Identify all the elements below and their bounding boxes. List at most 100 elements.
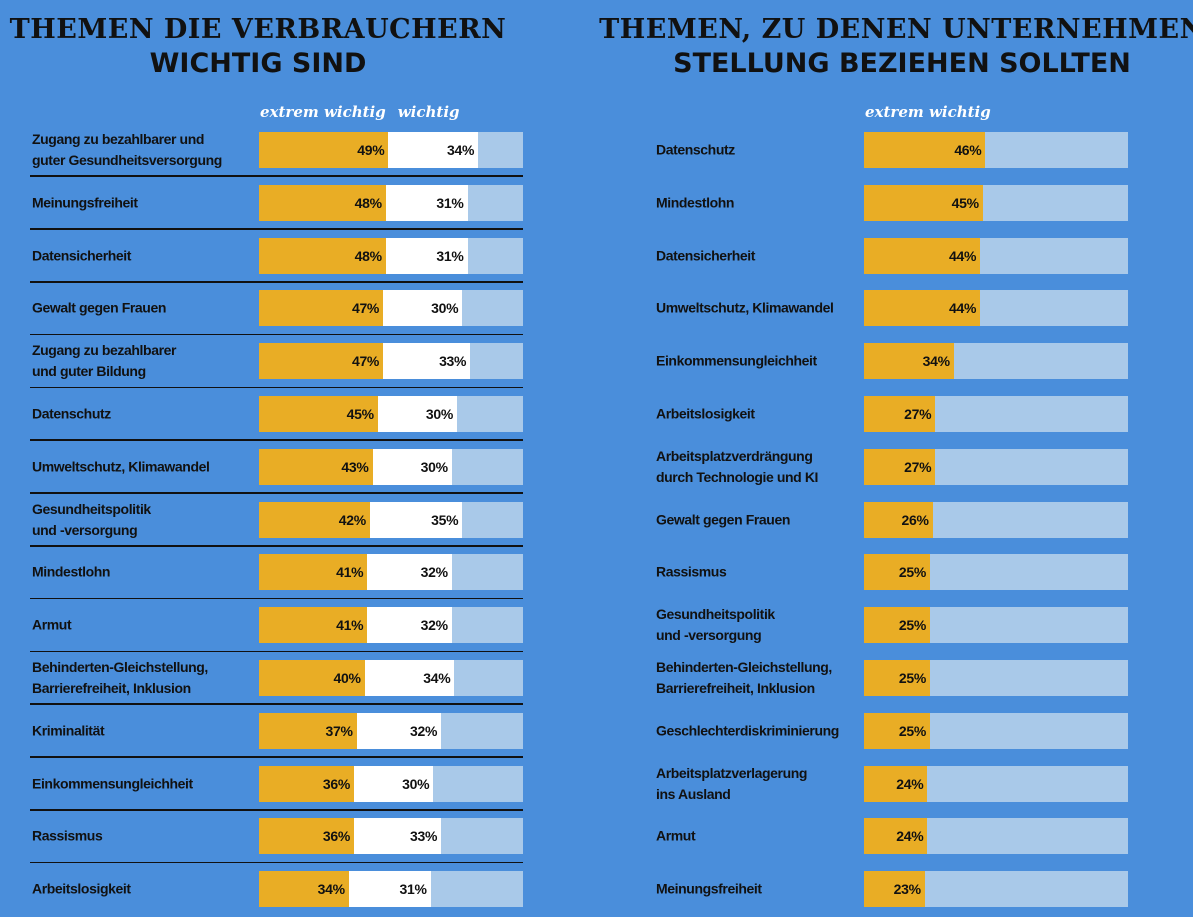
category-label: Einkommensungleichheit (32, 775, 193, 792)
bar-segment (864, 712, 930, 749)
bar-segment (259, 765, 355, 802)
row-separator (30, 597, 523, 600)
bar-segment (864, 396, 936, 432)
value-label: 30% (402, 775, 430, 792)
bar-segment (259, 396, 378, 432)
bar-segment (259, 132, 389, 168)
bar-segment (259, 818, 355, 855)
value-label: 41% (336, 617, 364, 634)
bar-segment (367, 554, 452, 591)
bar-segment (864, 448, 936, 485)
category-label: Datenschutz (656, 141, 735, 158)
value-label: 33% (439, 353, 467, 370)
category-label: Mindestlohn (32, 563, 111, 580)
category-label: Einkommensungleichheit (656, 352, 817, 369)
bar-segment (864, 765, 928, 802)
row-separator (30, 492, 523, 494)
category-label: Datensicherheit (32, 247, 132, 264)
value-label: 33% (410, 828, 438, 845)
bar-segment (259, 501, 370, 538)
value-label: 25% (898, 617, 926, 634)
row-separator (30, 228, 523, 230)
category-label: Gesundheitspolitik und -versorgung (656, 606, 775, 644)
category-label: Zugang zu bezahlbarer und guter Bildung (32, 342, 177, 380)
value-label: 25% (898, 722, 926, 739)
category-label: Meinungsfreiheit (656, 880, 762, 897)
value-label: 24% (896, 828, 924, 845)
bar-segment (864, 184, 983, 221)
bar-segment (348, 871, 431, 908)
bar-segment (377, 396, 457, 432)
row-separator (30, 281, 523, 283)
value-label: 34% (317, 881, 345, 898)
value-label: 45% (346, 406, 374, 422)
value-label: 30% (425, 406, 453, 422)
bar-segment (259, 184, 386, 221)
value-label: 30% (420, 458, 448, 475)
bar-segment (364, 660, 455, 696)
category-label: Arbeitslosigkeit (32, 880, 131, 897)
legend-entry: extrem wichtig (865, 103, 991, 121)
chart-subtitle: STELLUNG BEZIEHEN SOLLTEN (673, 48, 1131, 79)
category-label: Armut (32, 616, 72, 633)
category-label: Zugang zu bezahlbarer und guter Gesundhe… (32, 131, 222, 168)
value-label: 34% (446, 142, 475, 158)
row-separator (30, 703, 523, 705)
row-separator (30, 861, 523, 864)
value-label: 32% (420, 564, 448, 581)
value-label: 48% (354, 194, 382, 211)
value-label: 30% (431, 300, 459, 317)
row-separator (30, 175, 523, 177)
value-label: 47% (351, 300, 380, 317)
bar-segment (864, 818, 928, 855)
category-label: Behinderten-Gleichstellung, Barrierefrei… (32, 659, 208, 696)
category-label: Meinungsfreiheit (32, 194, 138, 211)
value-label: 34% (922, 353, 950, 370)
value-label: 47% (351, 353, 380, 370)
value-label: 25% (898, 564, 926, 581)
category-label: Arbeitsplatzverlagerung ins Ausland (656, 764, 808, 802)
value-label: 45% (951, 194, 979, 211)
value-label: 37% (325, 722, 353, 739)
category-label: Arbeitslosigkeit (656, 405, 755, 422)
bar-segment (259, 660, 365, 696)
value-label: 31% (399, 881, 427, 898)
bar-segment (259, 554, 368, 591)
value-label: 40% (333, 670, 361, 686)
value-label: 27% (904, 406, 932, 422)
value-label: 42% (338, 511, 366, 528)
row-separator (30, 386, 523, 389)
bar-segment (259, 343, 384, 380)
bar-segment (385, 237, 468, 274)
value-label: 44% (949, 247, 977, 264)
bar-segment (259, 448, 373, 485)
category-label: Datenschutz (32, 405, 111, 422)
value-label: 26% (901, 511, 929, 528)
bar-segment (864, 554, 930, 591)
bar-segment (864, 343, 954, 380)
value-label: 41% (336, 564, 364, 581)
value-label: 24% (896, 775, 924, 792)
category-label: Armut (656, 827, 696, 844)
value-label: 32% (410, 722, 438, 739)
category-label: Behinderten-Gleichstellung, Barrierefrei… (656, 659, 832, 696)
bar-segment (354, 765, 434, 802)
bar-segment (259, 290, 384, 327)
value-label: 31% (436, 194, 464, 211)
chart-title: THEMEN DIE VERBRAUCHERN (9, 14, 507, 45)
category-label: Umweltschutz, Klimawandel (656, 299, 834, 316)
category-label: Gewalt gegen Frauen (32, 299, 166, 316)
bar-segment (383, 290, 463, 327)
value-label: 23% (893, 881, 921, 898)
legend-entry: wichtig (397, 103, 460, 121)
bar-segment (259, 607, 368, 644)
chart-title: THEMEN, ZU DENEN UNTERNEHMEN (599, 14, 1193, 45)
bar-segment (259, 237, 386, 274)
value-label: 32% (420, 617, 448, 634)
value-label: 27% (904, 458, 932, 475)
bar-segment (864, 660, 930, 696)
value-label: 31% (436, 247, 464, 264)
bar-segment (864, 871, 925, 908)
bar-segment (367, 607, 452, 644)
value-label: 46% (954, 142, 982, 158)
